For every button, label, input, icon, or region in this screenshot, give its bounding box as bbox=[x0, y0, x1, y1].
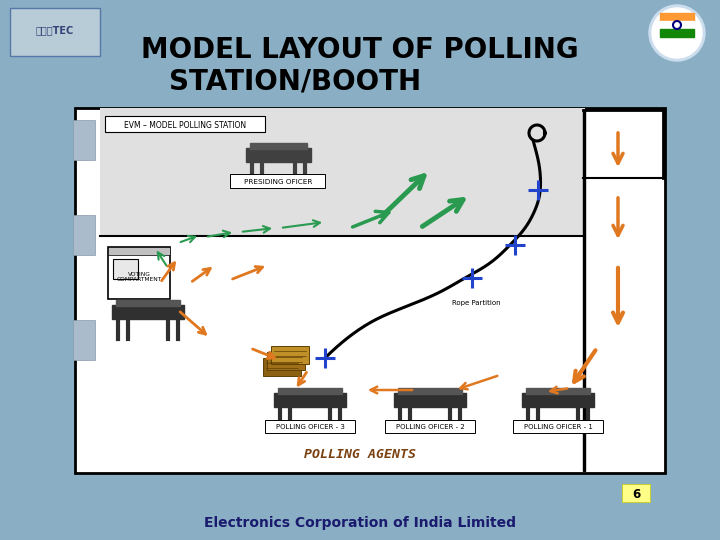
Bar bbox=[271, 346, 309, 364]
Bar bbox=[522, 393, 594, 407]
Bar bbox=[75, 108, 665, 473]
Bar bbox=[246, 148, 310, 162]
Bar bbox=[394, 393, 466, 407]
Circle shape bbox=[652, 8, 702, 58]
Bar bbox=[73, 215, 95, 255]
Text: MODEL LAYOUT OF POLLING: MODEL LAYOUT OF POLLING bbox=[141, 36, 579, 64]
Text: VOTING
COMPARTMENT: VOTING COMPARTMENT bbox=[117, 272, 161, 282]
Text: POLLING OFICER - 1: POLLING OFICER - 1 bbox=[523, 424, 593, 430]
Text: POLLING OFICER - 3: POLLING OFICER - 3 bbox=[276, 424, 344, 430]
Bar bbox=[250, 143, 307, 149]
Bar bbox=[73, 320, 95, 360]
Bar bbox=[526, 388, 590, 394]
Bar bbox=[274, 393, 346, 407]
Bar bbox=[398, 388, 462, 394]
Text: Rope Partition: Rope Partition bbox=[452, 300, 500, 306]
Bar bbox=[0, 485, 720, 540]
Bar bbox=[660, 13, 694, 21]
Text: 6: 6 bbox=[632, 488, 640, 501]
Bar bbox=[73, 120, 95, 160]
Bar bbox=[108, 247, 170, 255]
Bar bbox=[108, 247, 170, 299]
Text: POLLING OFICER - 2: POLLING OFICER - 2 bbox=[395, 424, 464, 430]
Text: EVM – MODEL POLLING STATION: EVM – MODEL POLLING STATION bbox=[124, 120, 246, 130]
Bar bbox=[265, 420, 355, 433]
Bar bbox=[622, 484, 650, 502]
Bar bbox=[112, 305, 184, 319]
Bar bbox=[105, 116, 265, 132]
Bar bbox=[513, 420, 603, 433]
Text: Electronics Corporation of India Limited: Electronics Corporation of India Limited bbox=[204, 516, 516, 530]
Bar bbox=[278, 388, 342, 394]
Bar bbox=[100, 108, 585, 236]
Text: डकाTEC: डकाTEC bbox=[36, 25, 74, 35]
Bar bbox=[583, 110, 585, 471]
Bar bbox=[113, 259, 138, 279]
Bar bbox=[660, 21, 694, 29]
Bar bbox=[10, 8, 100, 56]
Bar bbox=[385, 420, 475, 433]
Text: PRESIDING OFICER: PRESIDING OFICER bbox=[244, 179, 312, 185]
Bar bbox=[8, 5, 103, 63]
Bar bbox=[230, 174, 325, 188]
Bar bbox=[263, 358, 301, 376]
Bar bbox=[116, 300, 180, 306]
Bar bbox=[660, 29, 694, 37]
Text: STATION/BOOTH: STATION/BOOTH bbox=[169, 68, 421, 96]
Text: POLLING AGENTS: POLLING AGENTS bbox=[304, 448, 416, 461]
Bar bbox=[267, 352, 305, 370]
Circle shape bbox=[649, 5, 705, 61]
